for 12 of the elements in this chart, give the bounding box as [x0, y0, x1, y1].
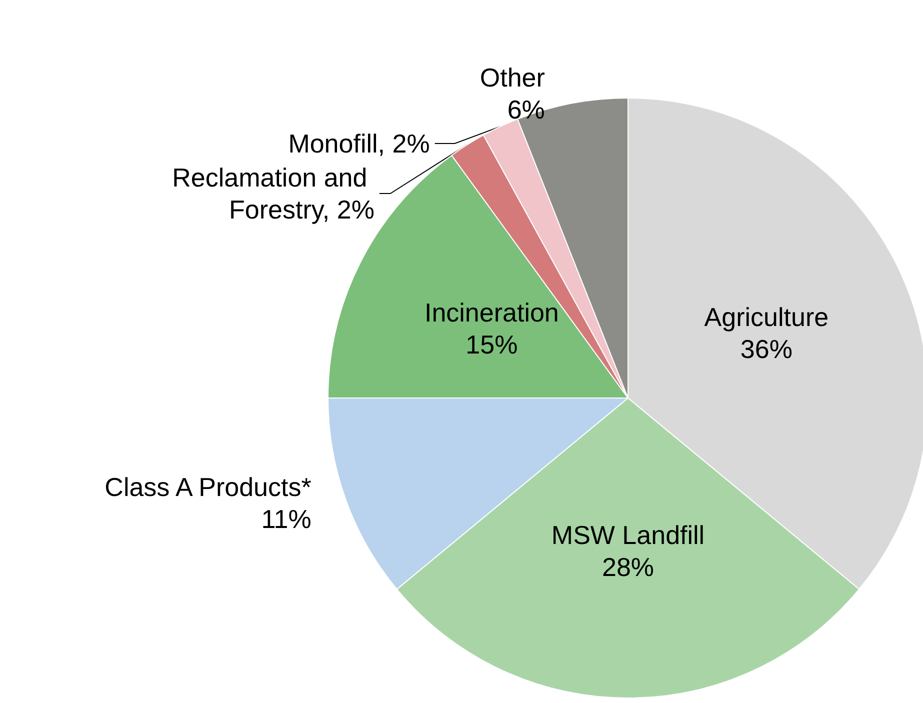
data-label: 6% — [507, 94, 545, 124]
data-label: 36% — [740, 334, 792, 364]
slice-label: MSW Landfill — [551, 520, 705, 550]
slice-label: Class A Products* — [104, 472, 312, 502]
data-label: 28% — [602, 552, 654, 582]
data-label: 11% — [261, 504, 312, 534]
slice-label: Reclamation and Forestry, 2% — [172, 162, 374, 224]
slice-label: Monofill, 2% — [288, 128, 430, 158]
slice-label: Incineration — [424, 298, 559, 328]
slice-label: Agriculture — [704, 302, 829, 332]
slice-label: Other — [480, 62, 546, 92]
data-label: 15% — [466, 330, 518, 360]
